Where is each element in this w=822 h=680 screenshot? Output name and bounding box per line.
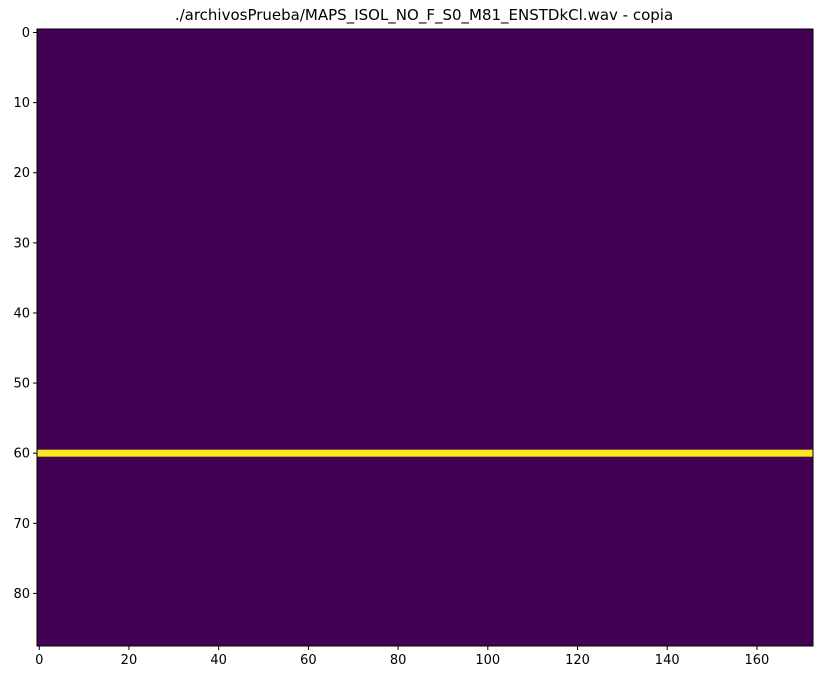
y-tick-label: 30 bbox=[13, 236, 30, 251]
x-tick-label: 140 bbox=[655, 653, 680, 668]
y-tick-label: 10 bbox=[13, 96, 30, 111]
heatmap-background-cells bbox=[37, 29, 813, 646]
y-tick-label: 50 bbox=[13, 377, 30, 392]
y-tick-label: 60 bbox=[13, 447, 30, 462]
y-tick-label: 80 bbox=[13, 587, 30, 602]
x-tick-label: 60 bbox=[300, 653, 317, 668]
plot-frame bbox=[36, 28, 814, 647]
x-tick-label: 100 bbox=[475, 653, 500, 668]
x-axis: 0 20 40 60 80 100 120 140 160 bbox=[35, 646, 769, 668]
plot-area bbox=[36, 28, 814, 647]
y-tick-label: 0 bbox=[22, 26, 30, 41]
x-tick-label: 160 bbox=[745, 653, 770, 668]
x-tick-label: 120 bbox=[565, 653, 590, 668]
y-tick-label: 70 bbox=[13, 517, 30, 532]
chart-title: ./archivosPrueba/MAPS_ISOL_NO_F_S0_M81_E… bbox=[175, 6, 673, 25]
x-tick-label: 40 bbox=[210, 653, 227, 668]
heatmap-active-row bbox=[37, 449, 813, 457]
y-tick-label: 40 bbox=[13, 306, 30, 321]
x-tick-label: 20 bbox=[121, 653, 138, 668]
x-tick-label: 80 bbox=[390, 653, 407, 668]
y-tick-label: 20 bbox=[13, 166, 30, 181]
y-axis: 0 10 20 30 40 50 60 70 80 bbox=[13, 26, 37, 602]
x-tick-label: 0 bbox=[35, 653, 43, 668]
